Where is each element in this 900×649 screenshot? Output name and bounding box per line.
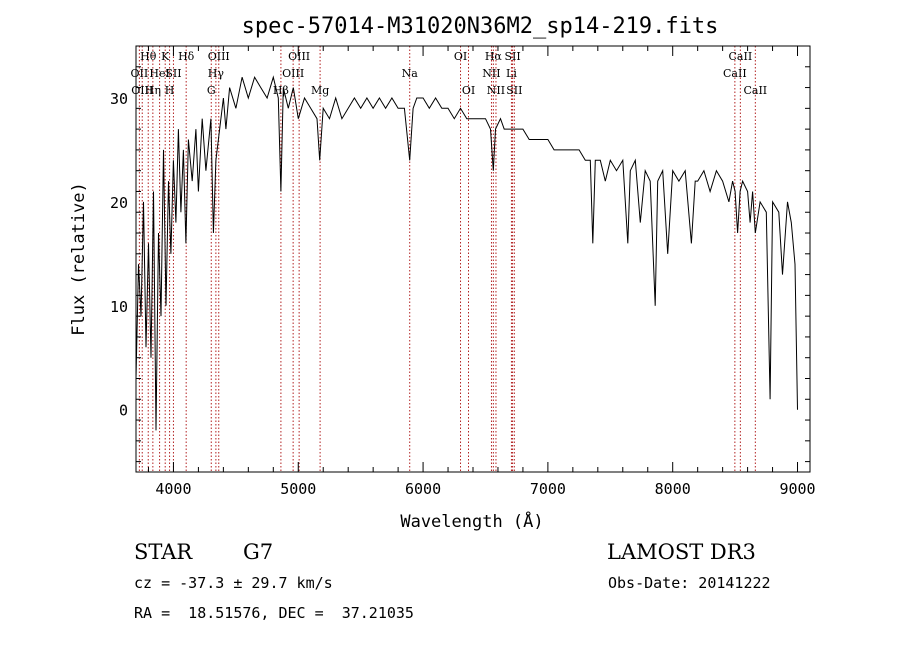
line-label-25: CaII	[723, 67, 747, 80]
line-label-26: CaII	[729, 50, 753, 63]
spectrum-line	[135, 75, 798, 431]
x-tick-label: 5000	[280, 480, 316, 498]
spectral-line-labels: OIIOIIIHθHηHeIKHSIIHδGHγOIIIHβOIIIOIIIMg…	[131, 50, 768, 97]
x-tick-label: 4000	[155, 480, 191, 498]
line-label-11: OIII	[208, 50, 230, 63]
x-axis-label: Wavelength (Å)	[400, 510, 543, 532]
y-tick-label: 10	[110, 298, 128, 316]
line-label-0: OII	[131, 67, 149, 80]
obs-date: Obs-Date: 20141222	[608, 574, 771, 592]
line-label-13: OIII	[282, 67, 304, 80]
line-label-16: Na	[402, 67, 419, 80]
y-tick-label: 30	[110, 90, 128, 108]
line-label-15: Mg	[311, 84, 329, 97]
line-label-4: HeI	[149, 67, 169, 80]
line-label-24: SII	[506, 84, 522, 97]
line-label-10: Hγ	[208, 67, 225, 80]
y-tick-label: 0	[119, 402, 128, 420]
line-label-20: Hα	[485, 50, 503, 63]
line-label-27: CaII	[743, 84, 767, 97]
line-label-22: Li	[506, 67, 517, 80]
redshift-cz: cz = -37.3 ± 29.7 km/s	[134, 574, 333, 592]
line-label-7: SII	[165, 67, 181, 80]
line-label-5: K	[161, 50, 170, 63]
x-tick-label: 8000	[655, 480, 691, 498]
x-tick-label: 7000	[530, 480, 566, 498]
star-subclass: G7	[243, 540, 274, 564]
line-label-2: Hθ	[140, 50, 157, 63]
x-axis-ticks: 4000 5000 6000 7000 8000 9000	[147, 46, 816, 498]
line-label-21: NII	[487, 84, 505, 97]
line-label-19: NII	[482, 67, 500, 80]
survey-name: LAMOST DR3	[607, 540, 756, 564]
chart-title: spec-57014-M31020N36M2_sp14-219.fits	[242, 14, 719, 39]
y-tick-label: 20	[110, 194, 128, 212]
line-label-23: SII	[504, 50, 520, 63]
line-label-9: G	[207, 84, 216, 97]
y-axis-label: Flux (relative)	[69, 182, 89, 336]
line-label-17: OI	[454, 50, 467, 63]
plot-frame	[135, 45, 811, 473]
line-label-6: H	[165, 84, 175, 97]
x-tick-label: 9000	[779, 480, 815, 498]
line-label-18: OI	[462, 84, 475, 97]
coordinates: RA = 18.51576, DEC = 37.21035	[134, 604, 414, 622]
line-label-14: OIII	[288, 50, 310, 63]
line-label-3: Hη	[145, 84, 161, 97]
star-class: STAR	[134, 540, 193, 564]
y-axis-ticks: 0 10 20 30	[110, 45, 810, 463]
spectral-line-markers	[138, 46, 756, 472]
line-label-8: Hδ	[178, 50, 195, 63]
x-tick-label: 6000	[405, 480, 441, 498]
